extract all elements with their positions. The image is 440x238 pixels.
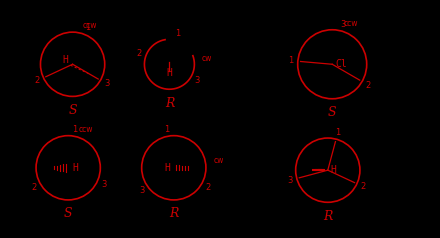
Text: 3: 3	[194, 76, 200, 85]
Text: R: R	[169, 208, 179, 220]
Text: 3: 3	[101, 180, 106, 189]
Text: Cl: Cl	[335, 59, 347, 69]
Text: 3: 3	[340, 20, 346, 29]
Text: ccw: ccw	[83, 21, 98, 30]
Text: H: H	[166, 68, 172, 78]
Text: 1: 1	[165, 125, 170, 134]
Text: 1: 1	[335, 128, 341, 137]
Text: 1: 1	[72, 125, 77, 134]
Text: R: R	[165, 97, 174, 110]
Text: 2: 2	[137, 49, 142, 58]
Text: H: H	[164, 163, 170, 173]
Text: S: S	[328, 106, 337, 119]
Text: cw: cw	[213, 156, 224, 165]
Text: 1: 1	[288, 56, 293, 65]
Text: 3: 3	[287, 176, 293, 185]
Text: 1: 1	[84, 24, 90, 32]
Text: 2: 2	[34, 76, 40, 85]
Text: 3: 3	[104, 79, 109, 88]
Text: ccw: ccw	[343, 19, 358, 28]
Text: 2: 2	[32, 183, 37, 192]
Text: cw: cw	[202, 54, 212, 63]
Text: 3: 3	[139, 186, 144, 195]
Text: 2: 2	[361, 182, 366, 191]
Text: 1: 1	[175, 29, 180, 38]
Text: 2: 2	[366, 80, 371, 89]
Text: H: H	[62, 55, 69, 65]
Text: S: S	[64, 208, 73, 220]
Text: S: S	[68, 104, 77, 117]
Text: H: H	[72, 163, 78, 173]
Text: ccw: ccw	[79, 124, 93, 134]
Text: H: H	[331, 165, 337, 175]
Text: R: R	[323, 210, 333, 223]
Text: 2: 2	[205, 183, 210, 192]
